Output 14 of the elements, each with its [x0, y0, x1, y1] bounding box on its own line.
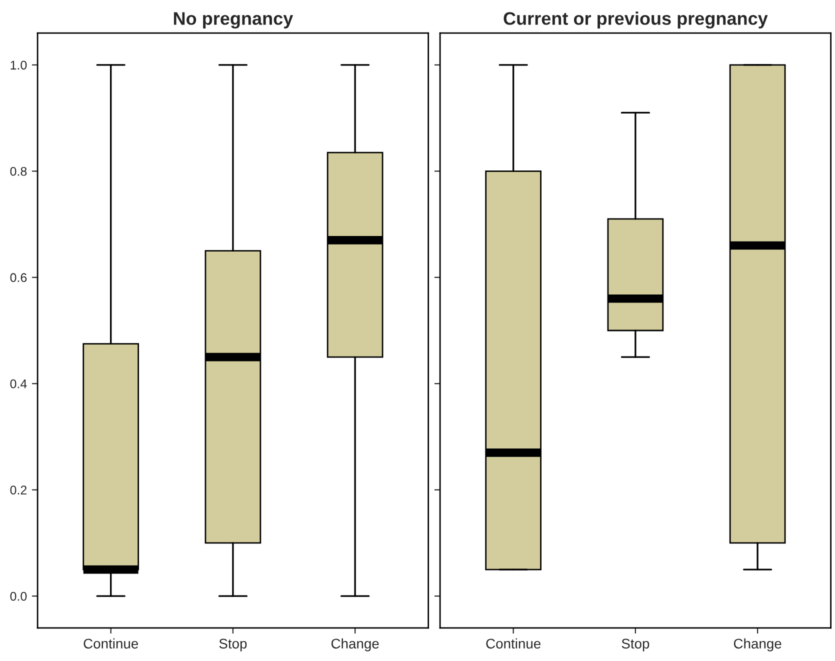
x-tick-label: Change — [331, 638, 379, 652]
x-tick-label: Change — [734, 638, 782, 652]
chart-title: Current or previous pregnancy — [504, 12, 768, 29]
y-tick-label: 0.8 — [10, 166, 27, 176]
y-tick-label: 0.4 — [10, 379, 27, 388]
x-tick-label: Continue — [486, 638, 541, 649]
y-tick-label: 0.0 — [10, 592, 27, 601]
x-tick-label: Continue — [84, 638, 138, 649]
x-tick-label: Stop — [622, 638, 650, 652]
y-tick-label: 0.6 — [10, 273, 27, 282]
y-tick-label: 0.2 — [10, 486, 27, 494]
chart-title: No pregnancy — [174, 12, 294, 29]
x-tick-label: Stop — [219, 638, 247, 652]
y-tick-label: 1.0 — [10, 60, 27, 70]
